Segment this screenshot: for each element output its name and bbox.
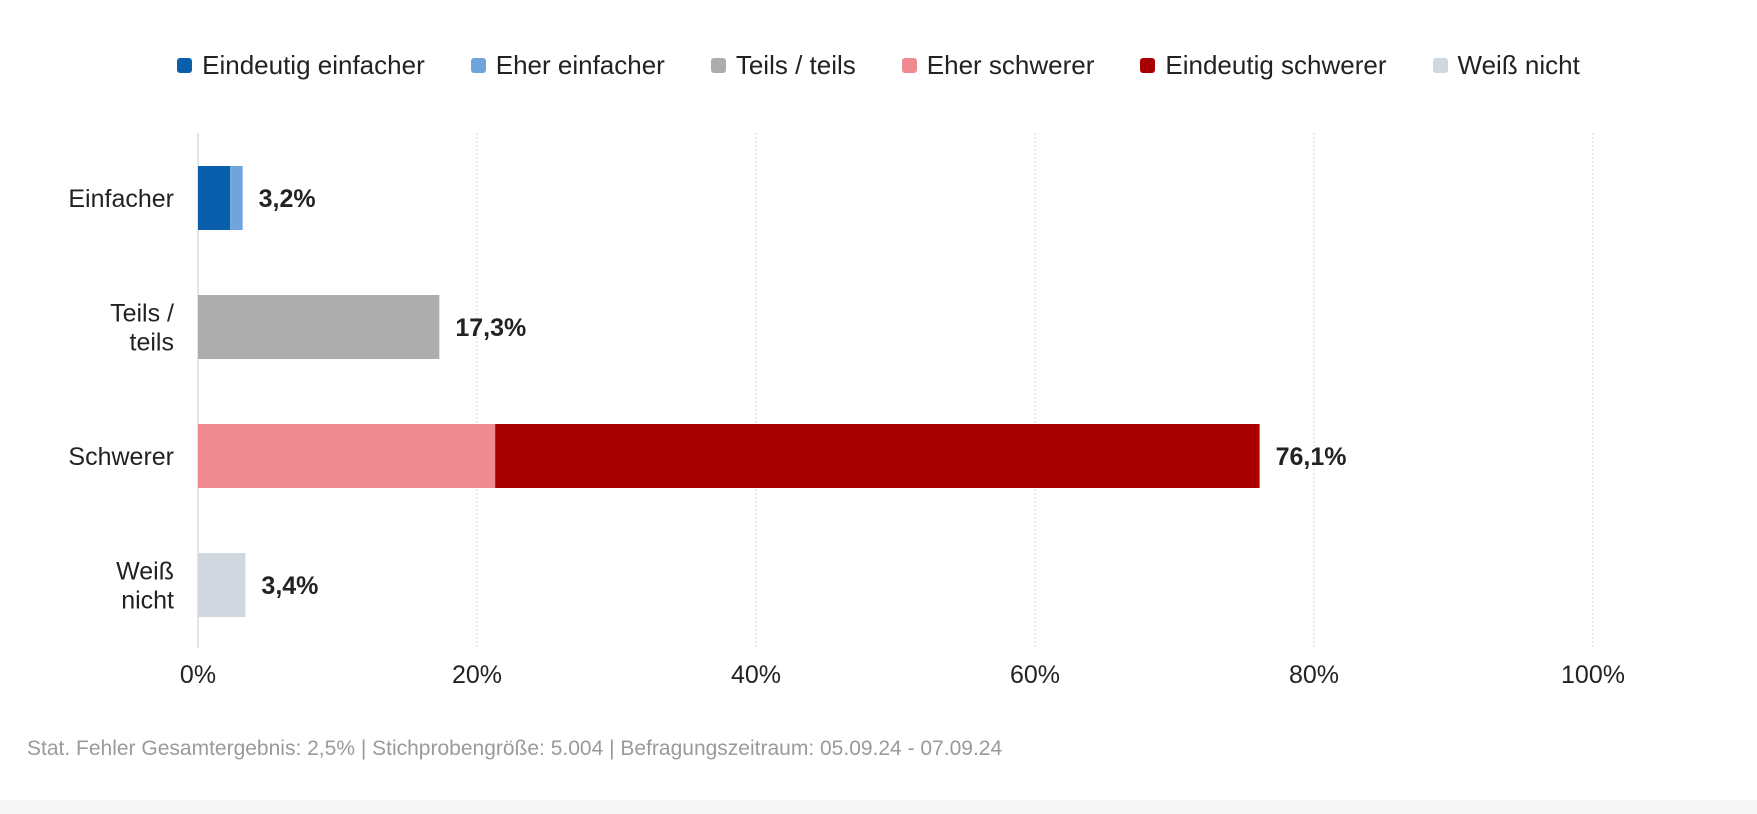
legend-label: Eher schwerer [926, 50, 1095, 80]
legend-swatch-eindeutig-schwerer [1140, 58, 1156, 73]
x-tick-label: 100% [1561, 661, 1625, 689]
legend-label: Eindeutig schwerer [1165, 50, 1387, 80]
legend-label: Teils / teils [735, 50, 856, 80]
legend-label: Eindeutig einfacher [202, 50, 425, 80]
legend-item-eindeutig-schwerer[interactable]: Eindeutig schwerer [1140, 50, 1387, 81]
bar-segment [230, 166, 243, 230]
category-label: Weiß [116, 558, 174, 586]
category-label: Schwerer [68, 443, 174, 471]
x-tick-label: 20% [452, 661, 502, 689]
x-tick-label: 60% [1010, 661, 1060, 689]
legend-swatch-eher-schwerer [901, 58, 917, 73]
x-tick-label: 80% [1289, 661, 1339, 689]
legend-item-teils-teils[interactable]: Teils / teils [710, 50, 856, 81]
legend: Eindeutig einfacher Eher einfacher Teils… [0, 50, 1757, 81]
legend-swatch-eher-einfacher [470, 58, 486, 73]
category-label: teils [130, 329, 174, 357]
legend-item-eher-einfacher[interactable]: Eher einfacher [470, 50, 665, 81]
x-tick-label: 0% [180, 661, 216, 689]
category-label: Einfacher [68, 185, 174, 213]
legend-label: Eher einfacher [495, 50, 665, 80]
bar-segment [495, 424, 1260, 488]
footer-note: Stat. Fehler Gesamtergebnis: 2,5% | Stic… [27, 737, 1003, 760]
bar-segment [198, 295, 440, 359]
legend-label: Weiß nicht [1457, 50, 1580, 80]
data-label: 76,1% [1276, 443, 1347, 471]
legend-item-eher-schwerer[interactable]: Eher schwerer [901, 50, 1095, 81]
bar-segment [198, 424, 496, 488]
data-label: 17,3% [455, 314, 526, 342]
legend-item-eindeutig-einfacher[interactable]: Eindeutig einfacher [177, 50, 425, 81]
bar-segment [198, 553, 246, 617]
category-label: nicht [121, 587, 174, 615]
legend-swatch-eindeutig-einfacher [177, 58, 193, 73]
bar-segment [198, 166, 231, 230]
legend-item-weiss-nicht[interactable]: Weiß nicht [1432, 50, 1580, 81]
data-label: 3,2% [259, 185, 316, 213]
legend-swatch-teils-teils [710, 58, 726, 73]
data-label: 3,4% [261, 572, 318, 600]
x-tick-label: 40% [731, 661, 781, 689]
bar-chart: 0% 20% 40% 60% 80% 100% 3,2% Einfacher 17,3% Teil… [68, 133, 1625, 689]
category-label: Teils / [110, 300, 174, 328]
legend-swatch-weiss-nicht [1432, 58, 1448, 73]
